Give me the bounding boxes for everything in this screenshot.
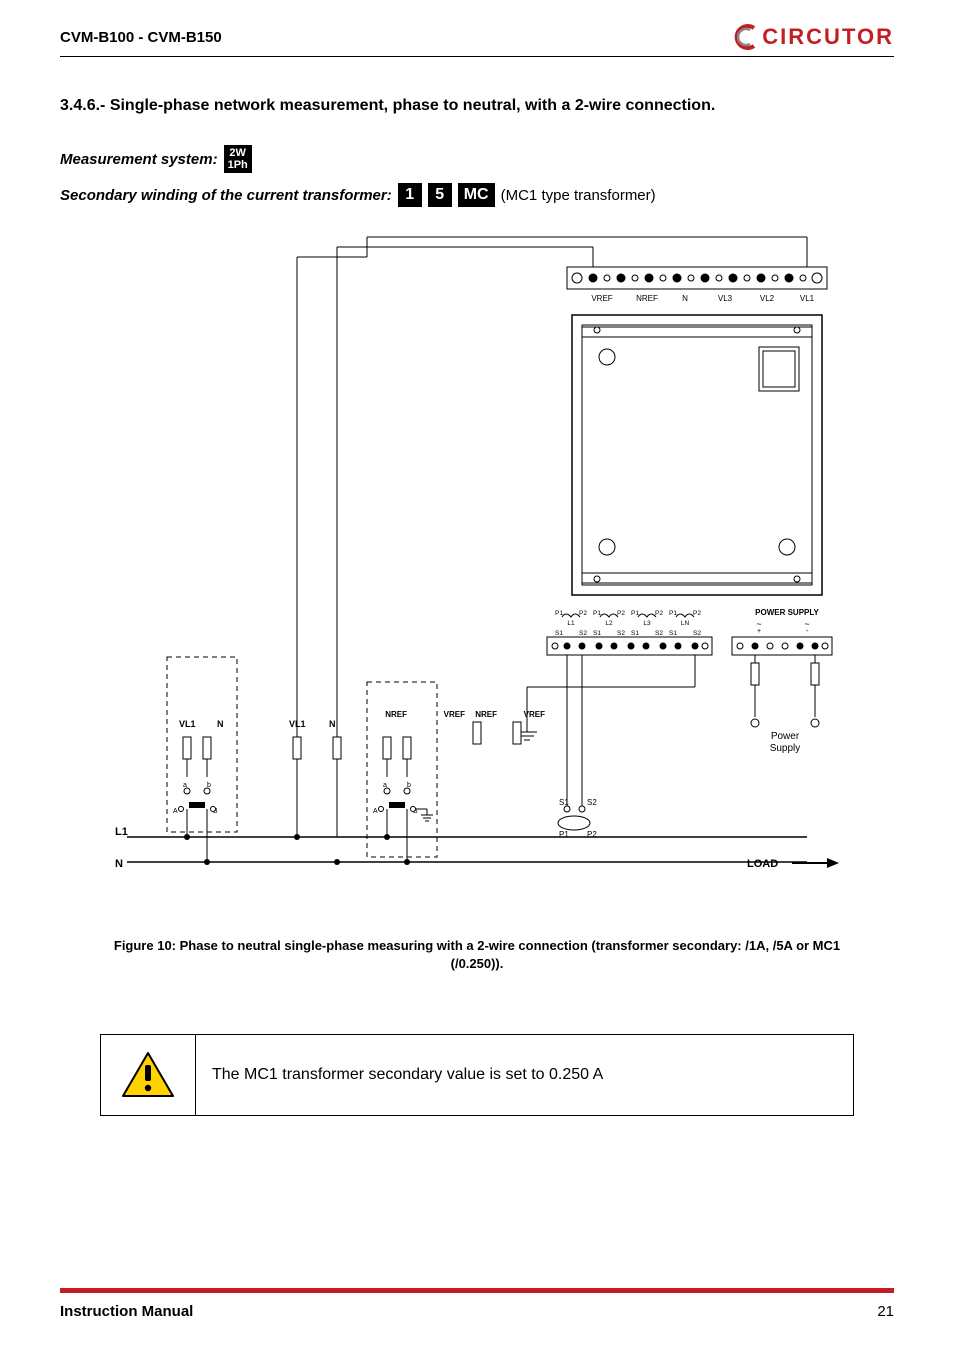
svg-text:N: N bbox=[115, 858, 123, 870]
svg-text:NREF: NREF bbox=[475, 710, 497, 719]
svg-text:N: N bbox=[329, 719, 336, 729]
svg-text:VREF: VREF bbox=[444, 710, 465, 719]
svg-text:S2: S2 bbox=[617, 630, 625, 637]
warning-icon-cell bbox=[101, 1035, 196, 1115]
svg-text:N: N bbox=[217, 719, 224, 729]
svg-text:P1: P1 bbox=[593, 610, 601, 617]
svg-text:A: A bbox=[373, 808, 378, 815]
mc1-paren: (MC1 type transformer) bbox=[501, 187, 656, 204]
svg-text:L1: L1 bbox=[567, 620, 575, 627]
svg-text:NREF: NREF bbox=[636, 294, 658, 303]
figure-caption: Figure 10: Phase to neutral single-phase… bbox=[100, 937, 854, 973]
svg-text:L2: L2 bbox=[605, 620, 613, 627]
svg-text:L3: L3 bbox=[643, 620, 651, 627]
section-title: Single-phase network measurement, phase … bbox=[110, 97, 715, 114]
svg-text:P2: P2 bbox=[693, 610, 701, 617]
svg-text:P2: P2 bbox=[617, 610, 625, 617]
model-range: CVM-B100 - CVM-B150 bbox=[60, 29, 222, 46]
brand-name: CIRCUTOR bbox=[762, 24, 894, 50]
svg-text:Power: Power bbox=[771, 731, 800, 742]
svg-text:L1: L1 bbox=[115, 826, 128, 838]
measurement-label: Measurement system: bbox=[60, 151, 218, 168]
svg-text:+: + bbox=[757, 628, 761, 635]
svg-text:P1: P1 bbox=[669, 610, 677, 617]
warning-text: The MC1 transformer secondary value is s… bbox=[196, 1035, 619, 1115]
svg-text:LN: LN bbox=[681, 620, 690, 627]
svg-text:VREF: VREF bbox=[591, 294, 612, 303]
measurement-badge: 2W 1Ph bbox=[224, 145, 252, 173]
svg-text:VL3: VL3 bbox=[718, 294, 733, 303]
section-number: 3.4.6.- bbox=[60, 97, 105, 114]
badge-1: 1 bbox=[398, 183, 422, 207]
logo-icon bbox=[730, 24, 758, 50]
svg-text:S1: S1 bbox=[555, 630, 563, 637]
svg-text:POWER SUPPLY: POWER SUPPLY bbox=[755, 608, 819, 617]
svg-text:P1: P1 bbox=[555, 610, 563, 617]
svg-text:S1: S1 bbox=[593, 630, 601, 637]
warning-box: The MC1 transformer secondary value is s… bbox=[100, 1034, 854, 1116]
svg-text:S2: S2 bbox=[587, 798, 597, 807]
svg-text:S1: S1 bbox=[631, 630, 639, 637]
wiring-diagram: VREF NREF N VL3 VL2 VL1 bbox=[60, 227, 894, 907]
page: CVM-B100 - CVM-B150 CIRCUTOR 3.4.6.- Sin… bbox=[0, 0, 954, 1350]
measurement-system-line: Measurement system: 2W 1Ph bbox=[60, 145, 894, 173]
footer-left: Instruction Manual bbox=[60, 1303, 193, 1320]
badge-mc: MC bbox=[458, 183, 495, 207]
secondary-winding-line: Secondary winding of the current transfo… bbox=[60, 183, 894, 207]
badge-5: 5 bbox=[428, 183, 452, 207]
page-number: 21 bbox=[877, 1303, 894, 1320]
svg-text:-: - bbox=[806, 628, 809, 635]
svg-text:P2: P2 bbox=[655, 610, 663, 617]
svg-text:S2: S2 bbox=[693, 630, 701, 637]
svg-text:N: N bbox=[682, 294, 688, 303]
svg-text:VL1: VL1 bbox=[179, 719, 196, 729]
svg-text:LOAD: LOAD bbox=[747, 858, 778, 870]
svg-text:P2: P2 bbox=[579, 610, 587, 617]
svg-text:A: A bbox=[173, 808, 178, 815]
svg-text:P1: P1 bbox=[631, 610, 639, 617]
svg-text:VL2: VL2 bbox=[760, 294, 775, 303]
brand-logo: CIRCUTOR bbox=[730, 24, 894, 50]
svg-text:S2: S2 bbox=[579, 630, 587, 637]
footer-bar bbox=[60, 1288, 894, 1293]
svg-text:VL1: VL1 bbox=[800, 294, 815, 303]
secondary-label: Secondary winding of the current transfo… bbox=[60, 187, 392, 204]
svg-text:VREF: VREF bbox=[524, 710, 545, 719]
warning-icon bbox=[121, 1051, 175, 1099]
page-footer: Instruction Manual 21 bbox=[60, 1288, 894, 1320]
section-heading: 3.4.6.- Single-phase network measurement… bbox=[60, 97, 894, 115]
svg-text:S2: S2 bbox=[655, 630, 663, 637]
diagram-svg: VREF NREF N VL3 VL2 VL1 bbox=[107, 227, 847, 907]
svg-text:S1: S1 bbox=[559, 798, 569, 807]
svg-text:S1: S1 bbox=[669, 630, 677, 637]
svg-text:Supply: Supply bbox=[770, 743, 801, 754]
page-header: CVM-B100 - CVM-B150 CIRCUTOR bbox=[60, 24, 894, 57]
svg-text:NREF: NREF bbox=[385, 710, 407, 719]
